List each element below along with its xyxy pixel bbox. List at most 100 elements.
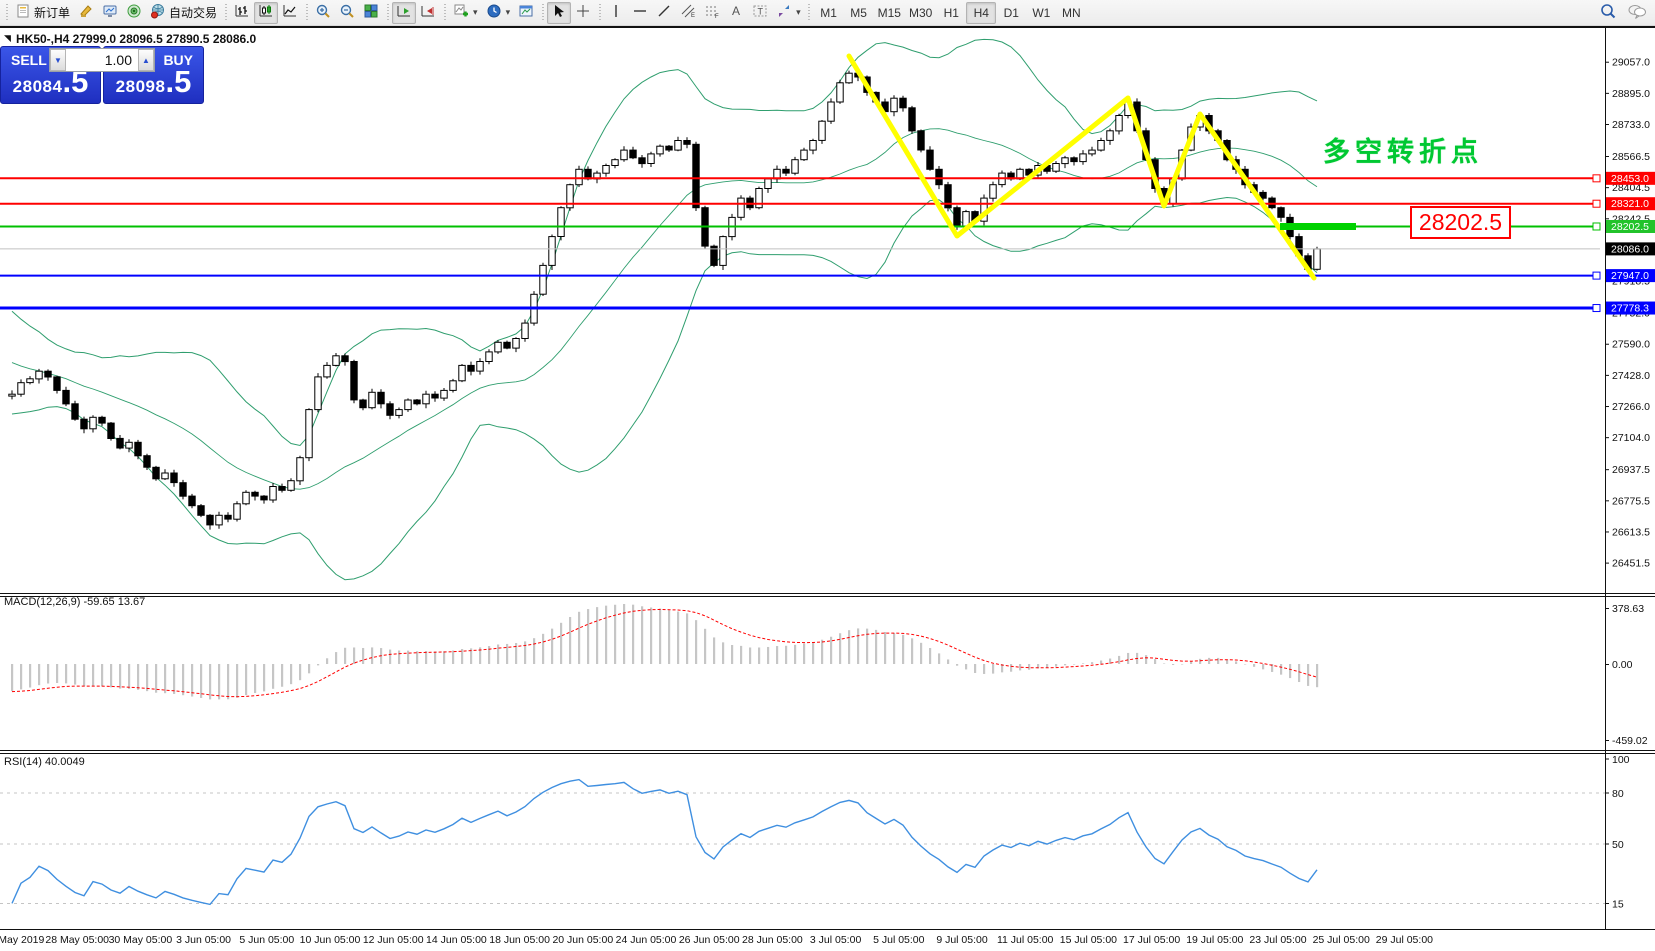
svg-text:50: 50 (1612, 839, 1624, 851)
main-chart-svg[interactable]: 29057.028895.028733.028566.528404.528242… (0, 28, 1655, 951)
chart-shift-icon (420, 3, 436, 22)
volume-decrease-button[interactable]: ▼ (50, 49, 66, 71)
timeframe-m30-button[interactable]: M30 (908, 5, 933, 20)
vertical-line-button[interactable] (604, 2, 628, 24)
turning-point-annotation[interactable]: 多空转折点 (1323, 137, 1483, 167)
date-label: 3 Jul 05:00 (810, 934, 862, 946)
zoom-in-icon (315, 3, 331, 22)
date-label: 24 Jun 05:00 (616, 934, 677, 946)
svg-text:28202.5: 28202.5 (1611, 221, 1649, 233)
svg-text:28895.0: 28895.0 (1612, 88, 1650, 100)
toolbar-grip (223, 3, 229, 22)
yellow-zigzag-line[interactable] (846, 53, 1317, 281)
level-line-handle[interactable] (1592, 199, 1601, 208)
equidistant-channel-button[interactable]: E (676, 2, 700, 24)
indicators-button[interactable]: ▾ (449, 2, 482, 24)
date-label: 5 Jul 05:00 (873, 934, 925, 946)
price-axis: 29057.028895.028733.028566.528404.528242… (1605, 57, 1655, 570)
signals-button[interactable] (122, 2, 146, 24)
bar-chart-icon (234, 3, 250, 22)
svg-text:27428.0: 27428.0 (1612, 370, 1650, 382)
price-badge (1606, 171, 1655, 185)
zoom-out-icon (339, 3, 355, 22)
svg-text:27778.3: 27778.3 (1611, 303, 1649, 315)
new-order-button[interactable]: 新订单 (11, 2, 74, 24)
chart-shift-button[interactable] (416, 2, 440, 24)
templates-button[interactable] (514, 2, 538, 24)
svg-text:15: 15 (1612, 899, 1624, 911)
panel-frames (0, 28, 1655, 930)
periods-button[interactable]: ▾ (482, 2, 515, 24)
level-line-handle[interactable] (1592, 304, 1601, 313)
dropdown-caret-icon[interactable]: ▾ (505, 7, 511, 17)
timeframe-d1-button[interactable]: D1 (1003, 5, 1019, 20)
timeframe-m1-button[interactable]: M1 (820, 5, 837, 20)
mql5-community-button[interactable] (98, 2, 122, 24)
text-label-button[interactable]: T (748, 2, 772, 24)
trendline-button[interactable] (652, 2, 676, 24)
date-label: 15 Jul 05:00 (1060, 934, 1117, 946)
zoom-out-button[interactable] (335, 2, 359, 24)
autotrading-button[interactable]: 自动交易 (146, 2, 221, 24)
price-badge (1606, 219, 1655, 233)
price-callout-box[interactable]: 28202.5 (1410, 206, 1511, 239)
candlestick-chart-button[interactable] (254, 1, 279, 24)
date-label: 20 Jun 05:00 (552, 934, 613, 946)
sell-label: SELL (11, 52, 47, 68)
toolbar-grip (304, 3, 310, 22)
toolbar-grip (4, 3, 9, 22)
one-click-trade-panel: SELL 28084.5 BUY 28098.5 ▼ 1.00 ▲ (0, 46, 204, 104)
date-label: 9 Jul 05:00 (936, 934, 988, 946)
svg-text:E: E (691, 13, 695, 19)
timeframe-w1-button[interactable]: W1 (1032, 5, 1051, 20)
horizontal-line-button[interactable] (628, 2, 652, 24)
window-divider (0, 26, 1655, 28)
timeframe-h1-button[interactable]: H1 (943, 5, 959, 20)
arrows-button[interactable]: ▾ (772, 2, 805, 24)
chat-icon[interactable] (1627, 2, 1647, 25)
volume-increase-button[interactable]: ▲ (138, 49, 154, 71)
volume-stepper[interactable]: ▼ 1.00 ▲ (49, 48, 155, 72)
macd-indicator-label: MACD(12,26,9) -59.65 13.67 (4, 596, 146, 608)
date-label: 11 Jul 05:00 (997, 934, 1054, 946)
bar-chart-button[interactable] (230, 2, 254, 24)
line-chart-button[interactable] (278, 2, 302, 24)
chart-title-ohlc: HK50-,H4 27999.0 28096.5 27890.5 28086.0 (16, 32, 257, 46)
level-line-handle[interactable] (1592, 174, 1601, 183)
rsi-panel: 100 80 50 15 (0, 754, 1630, 911)
svg-text:28086.0: 28086.0 (1611, 243, 1649, 255)
svg-text:27947.0: 27947.0 (1611, 270, 1649, 282)
autotrading-globe-icon (150, 3, 166, 22)
price-badge (1606, 269, 1655, 283)
dropdown-caret-icon[interactable]: ▾ (796, 7, 801, 17)
cursor-button[interactable] (547, 1, 572, 24)
level-line-handle[interactable] (1592, 222, 1601, 231)
svg-text:378.63: 378.63 (1612, 603, 1644, 615)
tile-windows-button[interactable] (359, 2, 383, 24)
metaeditor-button[interactable] (74, 2, 98, 24)
timeframe-m15-button[interactable]: M15 (877, 5, 901, 20)
trendline-icon (656, 3, 672, 22)
timeframe-m5-button[interactable]: M5 (850, 5, 867, 20)
dropdown-caret-icon[interactable]: ▾ (473, 7, 478, 17)
timeframe-mn-button[interactable]: MN (1061, 5, 1081, 20)
level-line-handle[interactable] (1592, 271, 1601, 280)
text-button[interactable]: A (724, 2, 748, 24)
zigzag-trendlines (846, 53, 1356, 281)
crosshair-button[interactable] (571, 2, 595, 24)
svg-text:26451.5: 26451.5 (1612, 558, 1650, 570)
toolbar-grip (385, 3, 391, 22)
candlestick-icon (258, 3, 274, 22)
search-icon[interactable] (1599, 2, 1617, 25)
price-badge (1606, 197, 1655, 211)
date-label: 19 Jul 05:00 (1186, 934, 1243, 946)
fibonacci-button[interactable]: F (700, 2, 724, 24)
macd-panel: 378.63 0.00 -459.02 (11, 603, 1648, 747)
crosshair-icon (575, 3, 591, 22)
timeframe-h4-button[interactable]: H4 (966, 1, 997, 24)
svg-text:27266.0: 27266.0 (1612, 401, 1650, 413)
toolbar-grip (442, 3, 448, 22)
auto-scroll-button[interactable] (392, 1, 417, 24)
zoom-in-button[interactable] (311, 2, 335, 24)
volume-value[interactable]: 1.00 (104, 52, 132, 68)
